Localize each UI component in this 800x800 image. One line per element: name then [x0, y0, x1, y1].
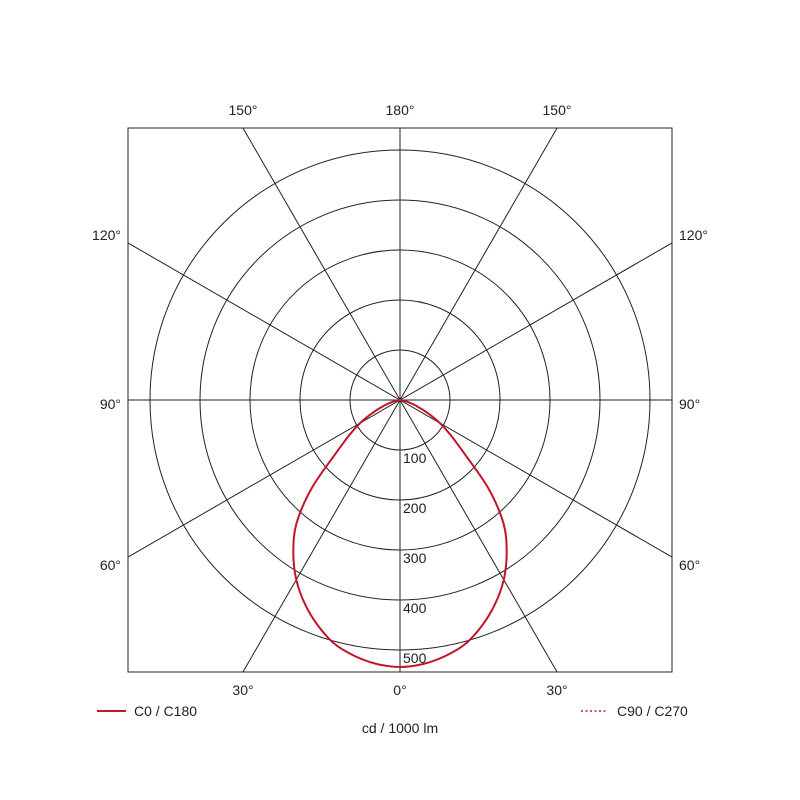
angle-label-right-60: 60°	[679, 557, 700, 573]
angle-label-left-60: 60°	[100, 557, 121, 573]
angle-label-left-120: 120°	[92, 227, 121, 243]
angle-label-right-90: 90°	[679, 396, 700, 412]
legend-label-c0: C0 / C180	[134, 703, 197, 719]
angle-label-left-90: 90°	[100, 396, 121, 412]
radial-tick-300: 300	[403, 550, 427, 566]
radial-tick-500: 500	[403, 650, 427, 666]
radial-tick-400: 400	[403, 600, 427, 616]
angle-label-right-120: 120°	[679, 227, 708, 243]
radial-tick-100: 100	[403, 450, 427, 466]
angle-label-bottom-right: 30°	[546, 682, 567, 698]
legend-label-c90: C90 / C270	[617, 703, 688, 719]
angle-label-top-right: 150°	[543, 102, 572, 118]
curves	[292, 399, 508, 669]
radial-tick-labels: 100 200 300 400 500	[403, 450, 427, 666]
unit-label: cd / 1000 lm	[362, 720, 438, 736]
angle-label-bottom-left: 30°	[232, 682, 253, 698]
series-curve-c90-c270	[292, 399, 508, 668]
angle-label-bottom-center: 0°	[393, 682, 406, 698]
angle-label-top-left: 150°	[229, 102, 258, 118]
plot-frame	[127, 127, 673, 673]
radial-tick-200: 200	[403, 500, 427, 516]
angle-label-top-center: 180°	[386, 102, 415, 118]
